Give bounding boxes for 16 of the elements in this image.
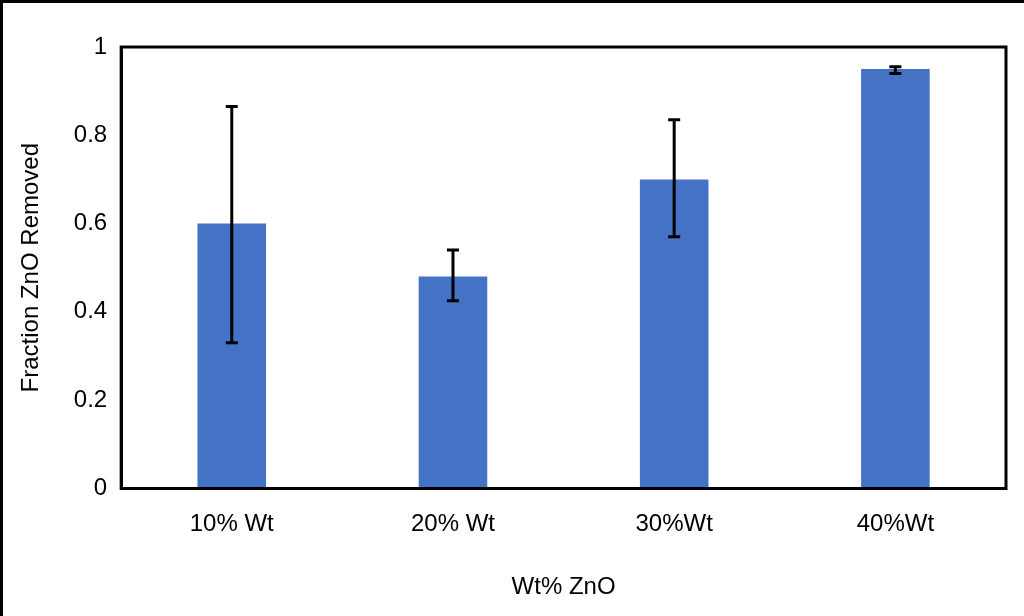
- y-tick-label: 0: [93, 473, 108, 501]
- y-tick-label: 0.2: [73, 384, 108, 412]
- x-tick-label: 40%Wt: [856, 509, 935, 537]
- x-axis-title: Wt% ZnO: [511, 572, 616, 600]
- x-tick-label: 20% Wt: [410, 509, 496, 537]
- y-tick-label: 0.8: [73, 119, 108, 147]
- x-tick-label: 10% Wt: [189, 509, 275, 537]
- bar: [861, 69, 930, 489]
- y-tick-label: 1: [93, 31, 108, 59]
- y-tick-label: 0.4: [73, 296, 108, 324]
- y-axis-title: Fraction ZnO Removed: [16, 142, 44, 393]
- bar: [418, 276, 488, 489]
- bar: [197, 223, 267, 489]
- y-tick-label: 0.6: [73, 208, 108, 236]
- bar: [639, 179, 709, 489]
- x-tick-label: 30%Wt: [635, 509, 714, 537]
